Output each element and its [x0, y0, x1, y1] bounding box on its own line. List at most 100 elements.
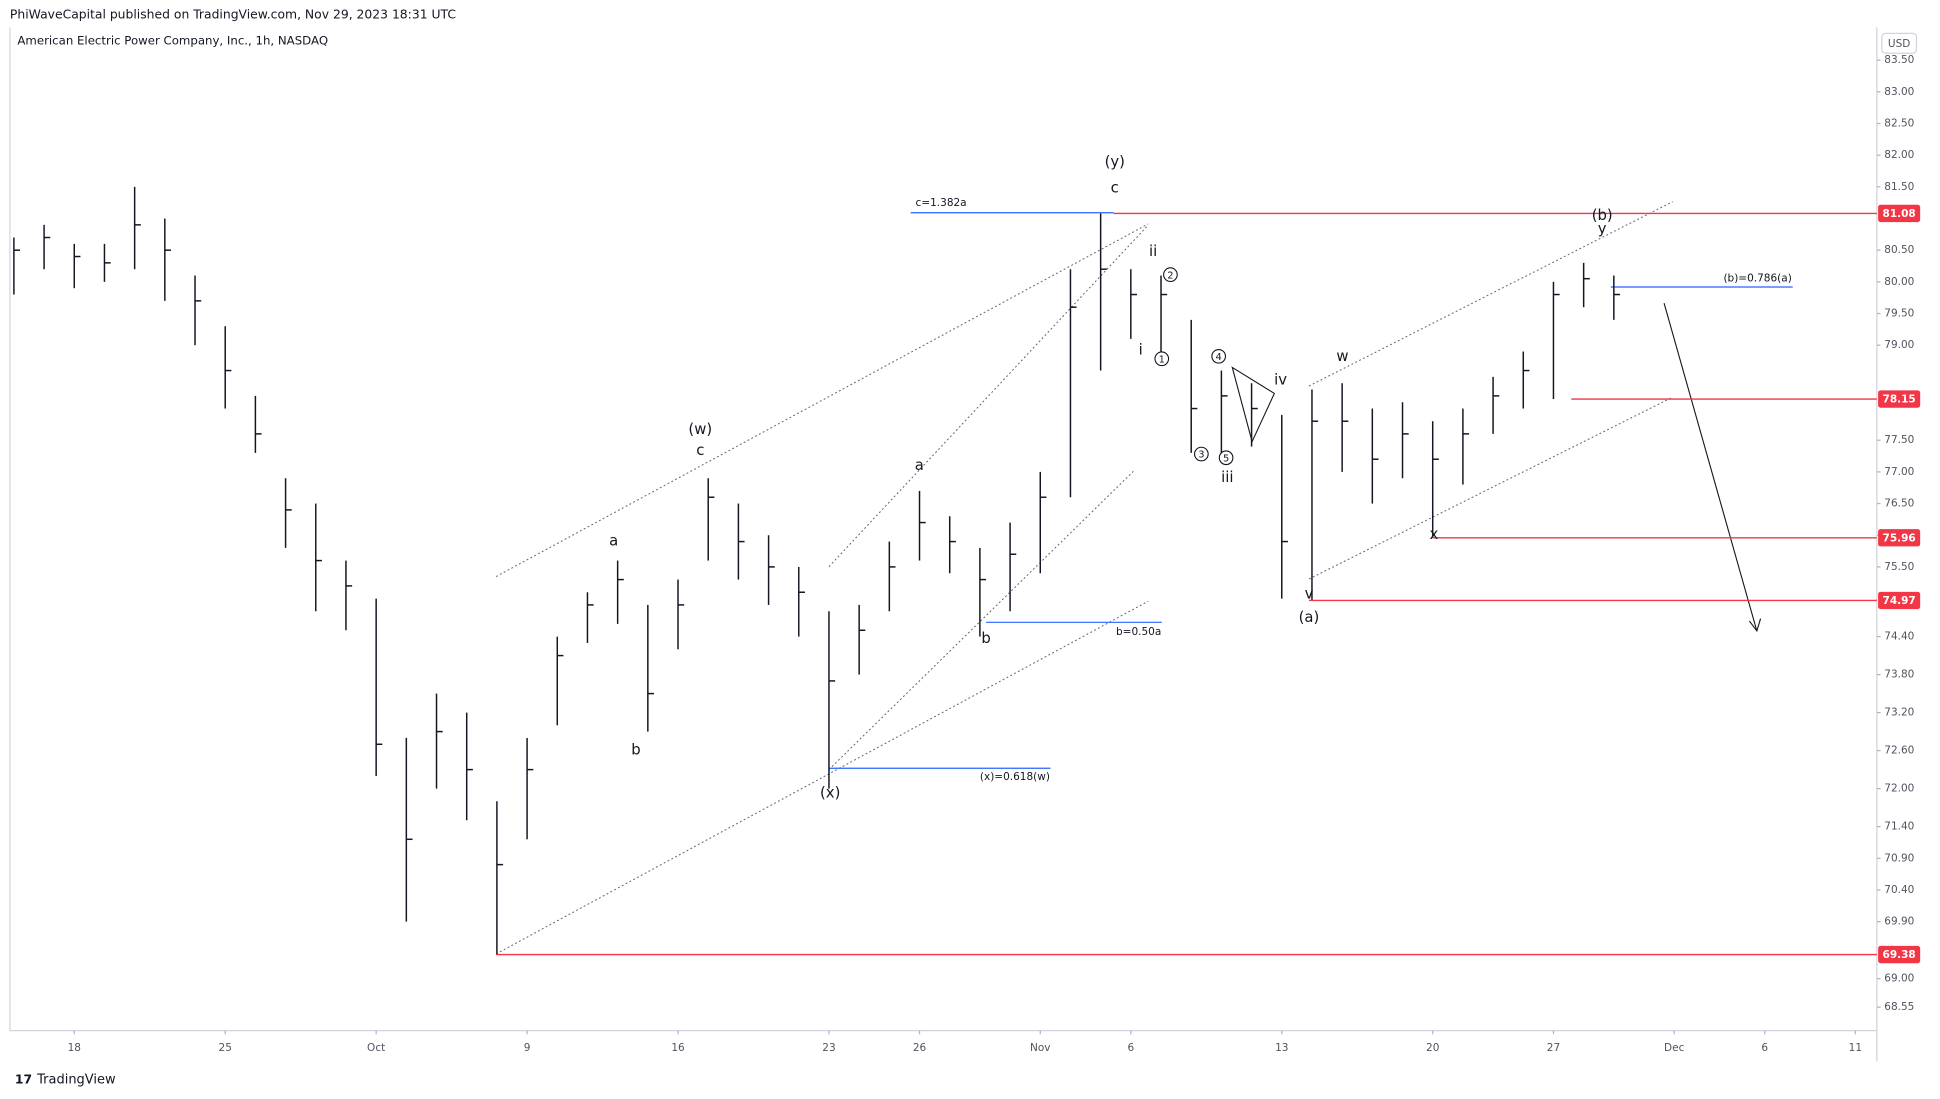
wave-label: y: [1598, 220, 1607, 237]
wave-label: (x): [820, 785, 840, 802]
wave-label: (y): [1105, 154, 1125, 171]
level-tag: [1878, 591, 1921, 610]
wave-label: b: [631, 741, 640, 758]
trendlines: [495, 201, 1673, 955]
y-tick-label: 80.50: [1884, 244, 1914, 256]
wave-label: ii: [1149, 243, 1157, 260]
x-tick-label: Dec: [1664, 1042, 1685, 1054]
wave-label: i: [1139, 342, 1143, 359]
y-tick-label: 77.00: [1884, 466, 1914, 478]
level-tag: [1878, 204, 1921, 223]
wave-circle: [1163, 267, 1178, 283]
wave-label: 2: [1167, 270, 1173, 281]
y-tick-label: 73.20: [1884, 707, 1914, 719]
y-tick-label: 69.00: [1884, 973, 1914, 985]
y-tick-label: 73.80: [1884, 669, 1914, 681]
fib-note: c=1.382a: [916, 197, 967, 209]
fib-note: (b)=0.786(a): [1723, 272, 1791, 284]
arrow-shaft: [1663, 302, 1758, 632]
projection-arrow: [1663, 302, 1762, 633]
x-tick-label: 26: [913, 1042, 927, 1054]
y-tick-label: 76.50: [1884, 498, 1914, 510]
triangle: [1231, 366, 1276, 444]
x-tick-label: 16: [671, 1042, 685, 1054]
y-tick-label: 68.55: [1884, 1001, 1914, 1013]
y-tick-label: 83.50: [1884, 54, 1914, 66]
arrow-head: [1748, 618, 1762, 633]
currency-box: [1881, 32, 1918, 54]
fib-note: b=0.50a: [1116, 626, 1161, 638]
y-tick-label: 77.50: [1884, 434, 1914, 446]
publisher: PhiWaveCapital published on TradingView.…: [10, 7, 456, 21]
level-label: 74.97: [1883, 595, 1916, 607]
wave-label: c: [696, 442, 704, 459]
y-tick-label: 72.00: [1884, 783, 1914, 795]
x-tick-label: Oct: [367, 1042, 385, 1054]
x-tick-label: 27: [1547, 1042, 1560, 1054]
level-label: 78.15: [1883, 394, 1916, 406]
wave-label: x: [1430, 526, 1439, 543]
fib-note: (x)=0.618(w): [980, 771, 1050, 783]
wave-label: (b): [1592, 207, 1613, 224]
wave-label: (w): [688, 421, 712, 438]
brand-logo: 17: [15, 1073, 32, 1087]
y-tick-label: 79.00: [1884, 339, 1914, 351]
wave-label: (a): [1299, 609, 1320, 626]
y-tick-label: 79.50: [1884, 308, 1914, 320]
x-tick-label: Nov: [1030, 1042, 1051, 1054]
level-label: 69.38: [1883, 949, 1916, 961]
x-tick-label: 13: [1275, 1042, 1288, 1054]
trendline: [828, 471, 1134, 770]
wave-circle: [1218, 450, 1234, 466]
wave-label: a: [915, 457, 924, 474]
y-tick-label: 81.50: [1884, 181, 1914, 193]
wave-label: w: [1336, 348, 1348, 365]
wave-label: 3: [1198, 450, 1204, 461]
level-tag: [1878, 529, 1921, 547]
x-tick-label: 6: [1761, 1042, 1768, 1054]
level-tag: [1878, 945, 1921, 964]
wave-label: iii: [1221, 469, 1233, 486]
brand: TradingView: [36, 1073, 116, 1088]
wave-label: b: [981, 630, 990, 647]
trendline: [1308, 396, 1673, 580]
chart-title: American Electric Power Company, Inc., 1…: [17, 33, 328, 47]
wave-label: iv: [1274, 371, 1287, 388]
level-tag: [1878, 390, 1921, 408]
wave-label: 1: [1159, 354, 1165, 365]
wave-label: a: [609, 532, 618, 549]
level-label: 75.96: [1883, 532, 1916, 544]
x-tick-label: 23: [822, 1042, 835, 1054]
wave-label: c: [1111, 180, 1119, 197]
x-tick-label: 6: [1127, 1042, 1134, 1054]
x-tick-label: 18: [68, 1042, 81, 1054]
marks: [13, 186, 1621, 955]
x-tick-label: 11: [1849, 1042, 1862, 1054]
y-tick-label: 70.40: [1884, 884, 1914, 896]
y-tick-label: 83.00: [1884, 86, 1914, 98]
x-tick-label: 9: [524, 1042, 531, 1054]
wave-label: v: [1305, 585, 1314, 602]
fib-lines: [828, 212, 1793, 769]
wave-circle: [1193, 446, 1209, 462]
x-tick-label: 20: [1426, 1042, 1439, 1054]
y-tick-label: 72.60: [1884, 745, 1914, 757]
wave-circle: [1211, 348, 1227, 364]
y-tick-label: 69.90: [1884, 916, 1914, 928]
y-tick-label: 70.90: [1884, 852, 1914, 864]
trendline: [1308, 201, 1673, 387]
y-tick-label: 71.40: [1884, 821, 1914, 833]
y-tick-label: 82.50: [1884, 118, 1914, 130]
y-tick-label: 80.00: [1884, 276, 1914, 288]
level-label: 81.08: [1883, 208, 1916, 220]
currency: USD: [1888, 38, 1910, 50]
y-tick-label: 82.00: [1884, 149, 1914, 161]
y-tick-label: 74.40: [1884, 631, 1914, 643]
wave-circle: [1154, 351, 1170, 367]
x-tick-label: 25: [219, 1042, 232, 1054]
wave-label: 4: [1216, 352, 1222, 363]
y-tick-label: 75.50: [1884, 561, 1914, 573]
